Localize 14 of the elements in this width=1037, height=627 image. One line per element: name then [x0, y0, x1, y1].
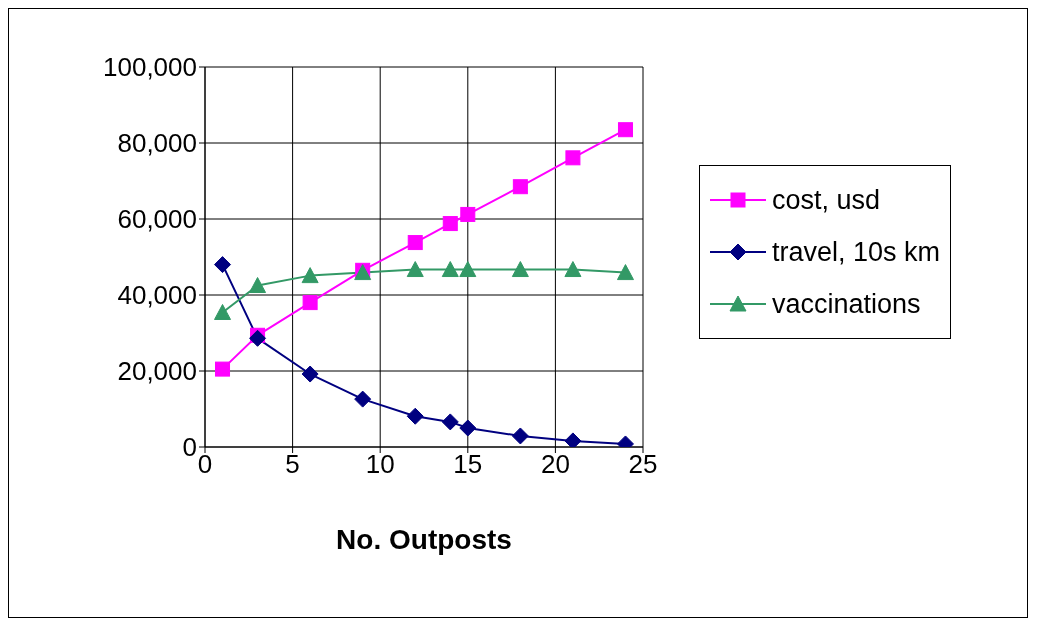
legend-label: travel, 10s km [772, 236, 941, 268]
y-tick-label: 100,000 [103, 52, 197, 83]
x-tick-label: 15 [453, 449, 483, 480]
x-tick-label: 5 [285, 449, 300, 480]
y-tick-label: 80,000 [117, 128, 197, 159]
x-tick-label: 20 [540, 449, 570, 480]
x-tick-label: 10 [365, 449, 395, 480]
y-tick-label: 60,000 [117, 204, 197, 235]
y-tick-label: 20,000 [117, 356, 197, 387]
legend-label: cost, usd [772, 184, 881, 216]
x-tick-label: 25 [628, 449, 658, 480]
y-tick-label: 40,000 [117, 280, 197, 311]
legend-label: vaccinations [772, 288, 921, 320]
x-axis-title: No. Outposts [336, 524, 512, 555]
